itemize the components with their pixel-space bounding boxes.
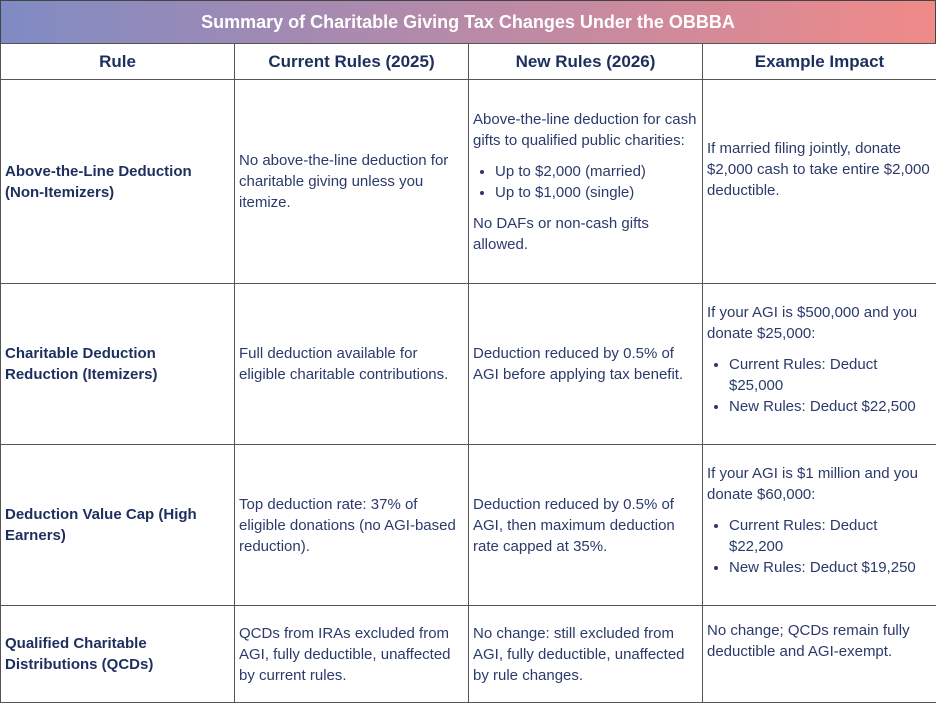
new-cell: Deduction reduced by 0.5% of AGI before … <box>469 284 703 445</box>
current-cell: Top deduction rate: 37% of eligible dona… <box>235 445 469 606</box>
list-item: Up to $1,000 (single) <box>495 182 698 203</box>
list-item: Current Rules: Deduct $22,200 <box>729 515 932 557</box>
rule-cell: Qualified Charitable Distributions (QCDs… <box>1 606 235 703</box>
rule-cell: Charitable Deduction Reduction (Itemizer… <box>1 284 235 445</box>
current-cell: QCDs from IRAs excluded from AGI, fully … <box>235 606 469 703</box>
table-title: Summary of Charitable Giving Tax Changes… <box>0 0 936 43</box>
table-row: Charitable Deduction Reduction (Itemizer… <box>1 284 936 445</box>
new-cell: Deduction reduced by 0.5% of AGI, then m… <box>469 445 703 606</box>
example-intro: If your AGI is $500,000 and you donate $… <box>707 302 932 344</box>
table-row: Deduction Value Cap (High Earners) Top d… <box>1 445 936 606</box>
example-cell: No change; QCDs remain fully deductible … <box>703 606 936 703</box>
rule-cell: Deduction Value Cap (High Earners) <box>1 445 235 606</box>
list-item: New Rules: Deduct $22,500 <box>729 396 932 417</box>
table-row: Above-the-Line Deduction (Non-Itemizers)… <box>1 80 936 284</box>
example-cell: If married filing jointly, donate $2,000… <box>703 80 936 284</box>
list-item: New Rules: Deduct $19,250 <box>729 557 932 578</box>
example-cell: If your AGI is $1 million and you donate… <box>703 445 936 606</box>
summary-table: Rule Current Rules (2025) New Rules (202… <box>0 43 936 703</box>
new-cell: Above-the-line deduction for cash gifts … <box>469 80 703 284</box>
header-row: Rule Current Rules (2025) New Rules (202… <box>1 44 936 80</box>
header-rule: Rule <box>1 44 235 80</box>
list-item: Current Rules: Deduct $25,000 <box>729 354 932 396</box>
new-outro: No DAFs or non-cash gifts allowed. <box>473 213 698 255</box>
list-item: Up to $2,000 (married) <box>495 161 698 182</box>
current-cell: No above-the-line deduction for charitab… <box>235 80 469 284</box>
new-intro: Above-the-line deduction for cash gifts … <box>473 109 698 151</box>
example-cell: If your AGI is $500,000 and you donate $… <box>703 284 936 445</box>
current-cell: Full deduction available for eligible ch… <box>235 284 469 445</box>
header-example: Example Impact <box>703 44 936 80</box>
new-cell: No change: still excluded from AGI, full… <box>469 606 703 703</box>
header-new: New Rules (2026) <box>469 44 703 80</box>
header-current: Current Rules (2025) <box>235 44 469 80</box>
table-row: Qualified Charitable Distributions (QCDs… <box>1 606 936 703</box>
example-intro: If your AGI is $1 million and you donate… <box>707 463 932 505</box>
rule-cell: Above-the-Line Deduction (Non-Itemizers) <box>1 80 235 284</box>
